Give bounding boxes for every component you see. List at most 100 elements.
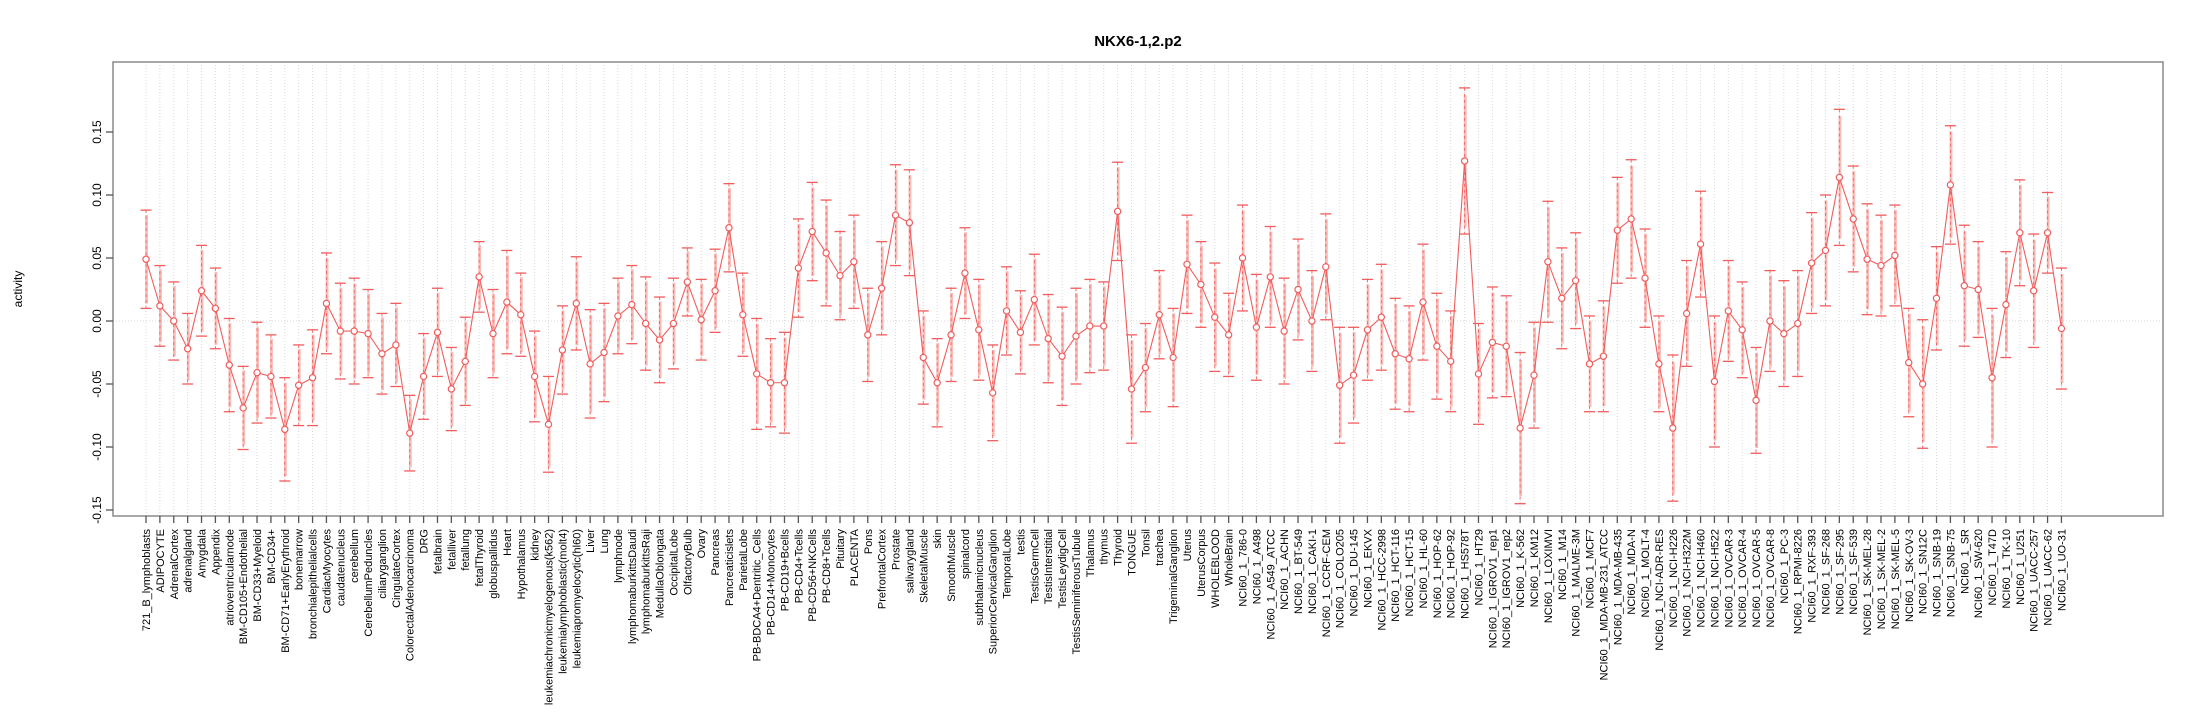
data-point-marker xyxy=(1863,255,1871,263)
data-point-marker xyxy=(1197,280,1205,289)
x-tick-label: Pons xyxy=(863,529,875,555)
data-point-marker xyxy=(1349,371,1358,379)
data-point-marker xyxy=(406,429,414,437)
x-tick-label: NCI60_1_UACC-257 xyxy=(2029,529,2041,632)
x-tick-label: fetalliver xyxy=(446,529,458,570)
data-point-marker xyxy=(1960,282,1968,290)
x-tick-label: NCI60_1_HT29 xyxy=(1473,529,1485,605)
data-point-marker xyxy=(683,278,692,286)
grid-layer xyxy=(113,62,2163,516)
data-point-marker xyxy=(1016,328,1025,337)
data-point-marker xyxy=(641,319,650,328)
x-tick-label: NCI60_1_CCRF-CEM xyxy=(1321,529,1333,637)
data-point-marker xyxy=(961,269,969,277)
x-tick-label: NCI60_1_MCF7 xyxy=(1585,529,1597,608)
x-tick-label: TrigeminalGanglion xyxy=(1168,529,1180,624)
data-point-marker xyxy=(503,298,511,306)
x-tick-label: NCI60_1_MALME-3M xyxy=(1571,529,1583,637)
x-tick-label: BM-CD71+EarlyErythroid xyxy=(280,529,292,653)
data-point-marker xyxy=(739,311,747,319)
x-tick-label: OccipitalLobe xyxy=(668,529,680,596)
data-point-marker xyxy=(1238,254,1247,262)
data-point-marker xyxy=(378,350,386,358)
x-tick-label: NCI60_1_A498 xyxy=(1251,529,1263,604)
x-tick-label: TemporalLobe xyxy=(1002,529,1014,599)
data-point-marker xyxy=(1308,317,1316,325)
data-point-marker xyxy=(170,317,178,325)
data-point-marker xyxy=(822,249,830,257)
x-tick-label: CardiacMyocytes xyxy=(321,529,333,614)
data-point-marker xyxy=(1766,317,1774,325)
x-tick-label: NCI60_1_SW-620 xyxy=(1973,529,1985,618)
x-tick-label: leukemiachronicmyelogenous(k562) xyxy=(544,529,556,705)
x-tick-label: NCI60_1_HL-60 xyxy=(1418,529,1430,609)
x-tick-label: NCI60_1_IGROV1_rep2 xyxy=(1501,529,1513,648)
x-tick-label: salivarygland xyxy=(904,529,916,593)
plot-border xyxy=(112,61,2164,517)
data-point-marker xyxy=(1141,363,1150,372)
data-point-marker xyxy=(614,312,622,320)
data-point-marker xyxy=(1072,332,1080,340)
data-point-marker xyxy=(1419,298,1427,306)
data-point-marker xyxy=(850,258,858,266)
x-tick-label: Lung xyxy=(599,529,611,553)
data-point-marker xyxy=(1780,329,1788,338)
data-point-marker xyxy=(1585,360,1594,368)
x-tick-label: NCI60_1_OVCAR-4 xyxy=(1737,529,1749,627)
data-point-marker xyxy=(1322,263,1330,271)
data-point-marker xyxy=(322,299,331,308)
data-point-marker xyxy=(558,346,567,354)
x-tick-label: adrenalgland xyxy=(183,529,195,593)
data-point-marker xyxy=(1030,295,1039,304)
x-tick-label: TONGUE xyxy=(1126,529,1138,576)
data-point-marker xyxy=(1544,258,1552,266)
data-point-marker xyxy=(1335,381,1344,389)
data-point-marker xyxy=(183,345,192,353)
data-point-marker xyxy=(988,389,997,397)
data-point-marker xyxy=(1488,338,1497,347)
data-point-marker xyxy=(517,311,525,319)
data-point-marker xyxy=(586,360,594,368)
data-point-marker xyxy=(142,255,150,263)
data-point-marker xyxy=(1932,294,1941,303)
data-point-marker xyxy=(1558,294,1566,303)
data-point-marker xyxy=(225,361,233,369)
x-tick-label: Pancreas xyxy=(710,529,722,576)
x-tick-label: NCI60_1_SNB-75 xyxy=(1945,529,1957,617)
data-point-marker xyxy=(1738,326,1746,334)
data-point-marker xyxy=(1821,246,1830,255)
x-tick-label: ColorectalAdenocarcinoma xyxy=(405,528,417,661)
data-point-marker xyxy=(1752,396,1760,405)
x-tick-label: caudatenucleus xyxy=(335,529,347,607)
y-tick-label: -0.05 xyxy=(90,370,104,398)
y-tick-label: -0.15 xyxy=(90,496,104,524)
x-tick-label: PB-CD4+Tcells xyxy=(793,529,805,604)
x-tick-label: NCI60_1_SNB-19 xyxy=(1932,529,1944,617)
x-tick-label: NCI60_1_SK-MEL-5 xyxy=(1890,529,1902,629)
x-tick-label: NCI60_1_DU-145 xyxy=(1349,529,1361,616)
data-point-marker xyxy=(1294,285,1302,294)
data-point-marker xyxy=(933,379,941,387)
data-point-marker xyxy=(475,273,483,281)
x-tick-label: NCI60_1_HCT-15 xyxy=(1404,529,1416,616)
x-tick-label: Thyroid xyxy=(1113,529,1125,566)
data-point-marker xyxy=(1627,215,1635,223)
x-tick-label: leukemialymphoblastic(molt4) xyxy=(557,529,569,674)
y-tick-label: 0.15 xyxy=(90,120,104,144)
data-point-marker xyxy=(905,219,914,227)
data-point-marker xyxy=(1377,313,1386,321)
x-tick-label: lymphnode xyxy=(613,529,625,583)
x-tick-label: Thalamus xyxy=(1085,529,1097,578)
x-tick-label: skin xyxy=(932,529,944,549)
x-tick-label: globuspallidus xyxy=(488,529,500,599)
data-point-marker xyxy=(1252,323,1261,331)
x-tick-label: NCI60_1_T47D xyxy=(1987,529,1999,605)
x-tick-label: OlfactoryBulb xyxy=(682,529,694,595)
data-point-marker xyxy=(2002,300,2010,309)
data-point-marker xyxy=(600,348,608,357)
x-tick-label: TestisInterstitial xyxy=(1043,529,1055,604)
x-tick-label: fetallung xyxy=(460,529,472,571)
x-tick-label: NCI60_1_MOLT-4 xyxy=(1640,529,1652,617)
data-point-marker xyxy=(1530,371,1538,379)
x-tick-label: Liver xyxy=(585,529,597,553)
